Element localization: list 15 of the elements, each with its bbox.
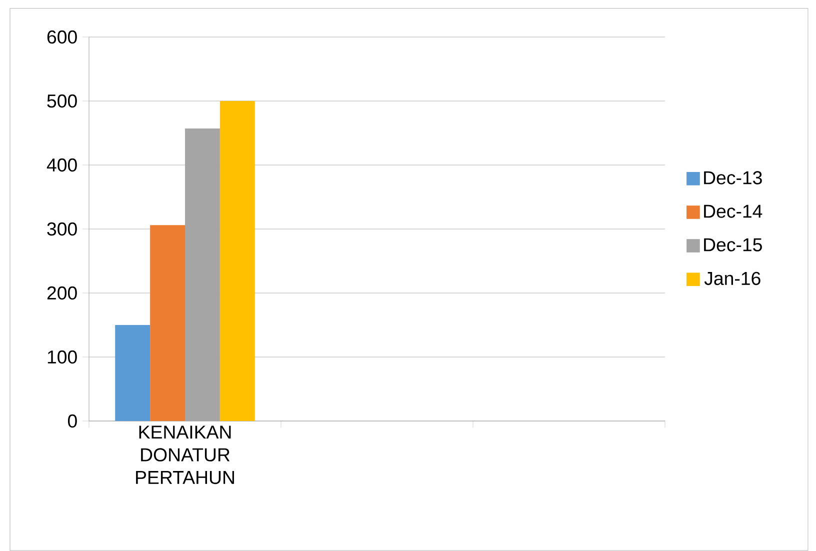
y-tick-label: 600: [47, 30, 77, 44]
x-tick-label: KENAIKAN DONATUR PERTAHUN: [136, 426, 234, 484]
y-tick-label: 200: [47, 286, 77, 300]
bar: [150, 225, 186, 421]
y-tick-label: 100: [48, 350, 77, 364]
legend-label: Dec-15: [704, 238, 762, 252]
bar: [115, 325, 150, 421]
bar: [220, 101, 255, 421]
legend-label: Dec-13: [704, 171, 762, 184]
legend-label: Jan-16: [704, 272, 760, 286]
y-tick-label: 500: [47, 94, 77, 108]
legend-label: Dec-14: [704, 204, 762, 218]
y-tick-label: 0: [68, 414, 77, 428]
y-tick-label: 300: [47, 222, 77, 236]
y-tick-label: 400: [46, 158, 77, 172]
